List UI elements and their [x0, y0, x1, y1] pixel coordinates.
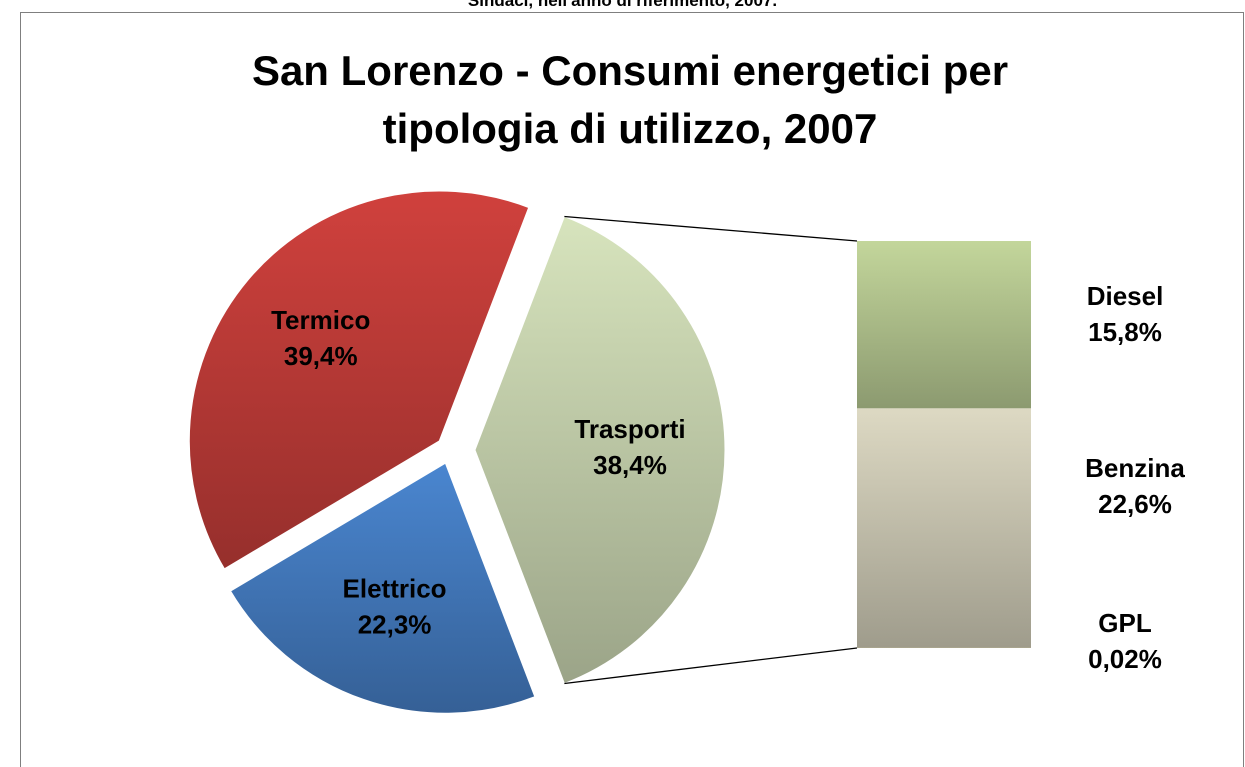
label-name: Trasporti [574, 414, 685, 444]
label-name: Diesel [1087, 281, 1164, 311]
label-value: 0,02% [1088, 644, 1162, 674]
bar-segment [857, 408, 1031, 648]
label-name: GPL [1098, 608, 1152, 638]
label-name: Termico [271, 305, 370, 335]
label-value: 38,4% [593, 450, 667, 480]
label-name: Benzina [1085, 453, 1185, 483]
data-label: Trasporti 38,4% [574, 414, 685, 480]
data-label: Termico 39,4% [271, 305, 370, 371]
label-value: 22,3% [358, 610, 432, 640]
bar-segment [857, 241, 1031, 409]
connector [564, 647, 858, 685]
data-label: Elettrico 22,3% [343, 574, 447, 640]
label-value: 15,8% [1088, 317, 1162, 347]
label-value: 22,6% [1098, 489, 1172, 519]
pie-slice [229, 462, 536, 714]
chart-title: San Lorenzo - Consumi energetici per tip… [251, 47, 1009, 152]
label-name: Elettrico [343, 574, 447, 604]
pie-slice [188, 190, 530, 570]
data-label: Diesel 15,8% [1087, 281, 1164, 347]
pie-slice [474, 215, 726, 685]
connector [564, 215, 858, 242]
data-label: Benzina 22,6% [1085, 453, 1185, 519]
label-value: 39,4% [284, 341, 358, 371]
data-label: GPL 0,02% [1088, 608, 1162, 674]
caption: Sindaci, nell'anno di riferimento, 2007. [467, 0, 778, 10]
